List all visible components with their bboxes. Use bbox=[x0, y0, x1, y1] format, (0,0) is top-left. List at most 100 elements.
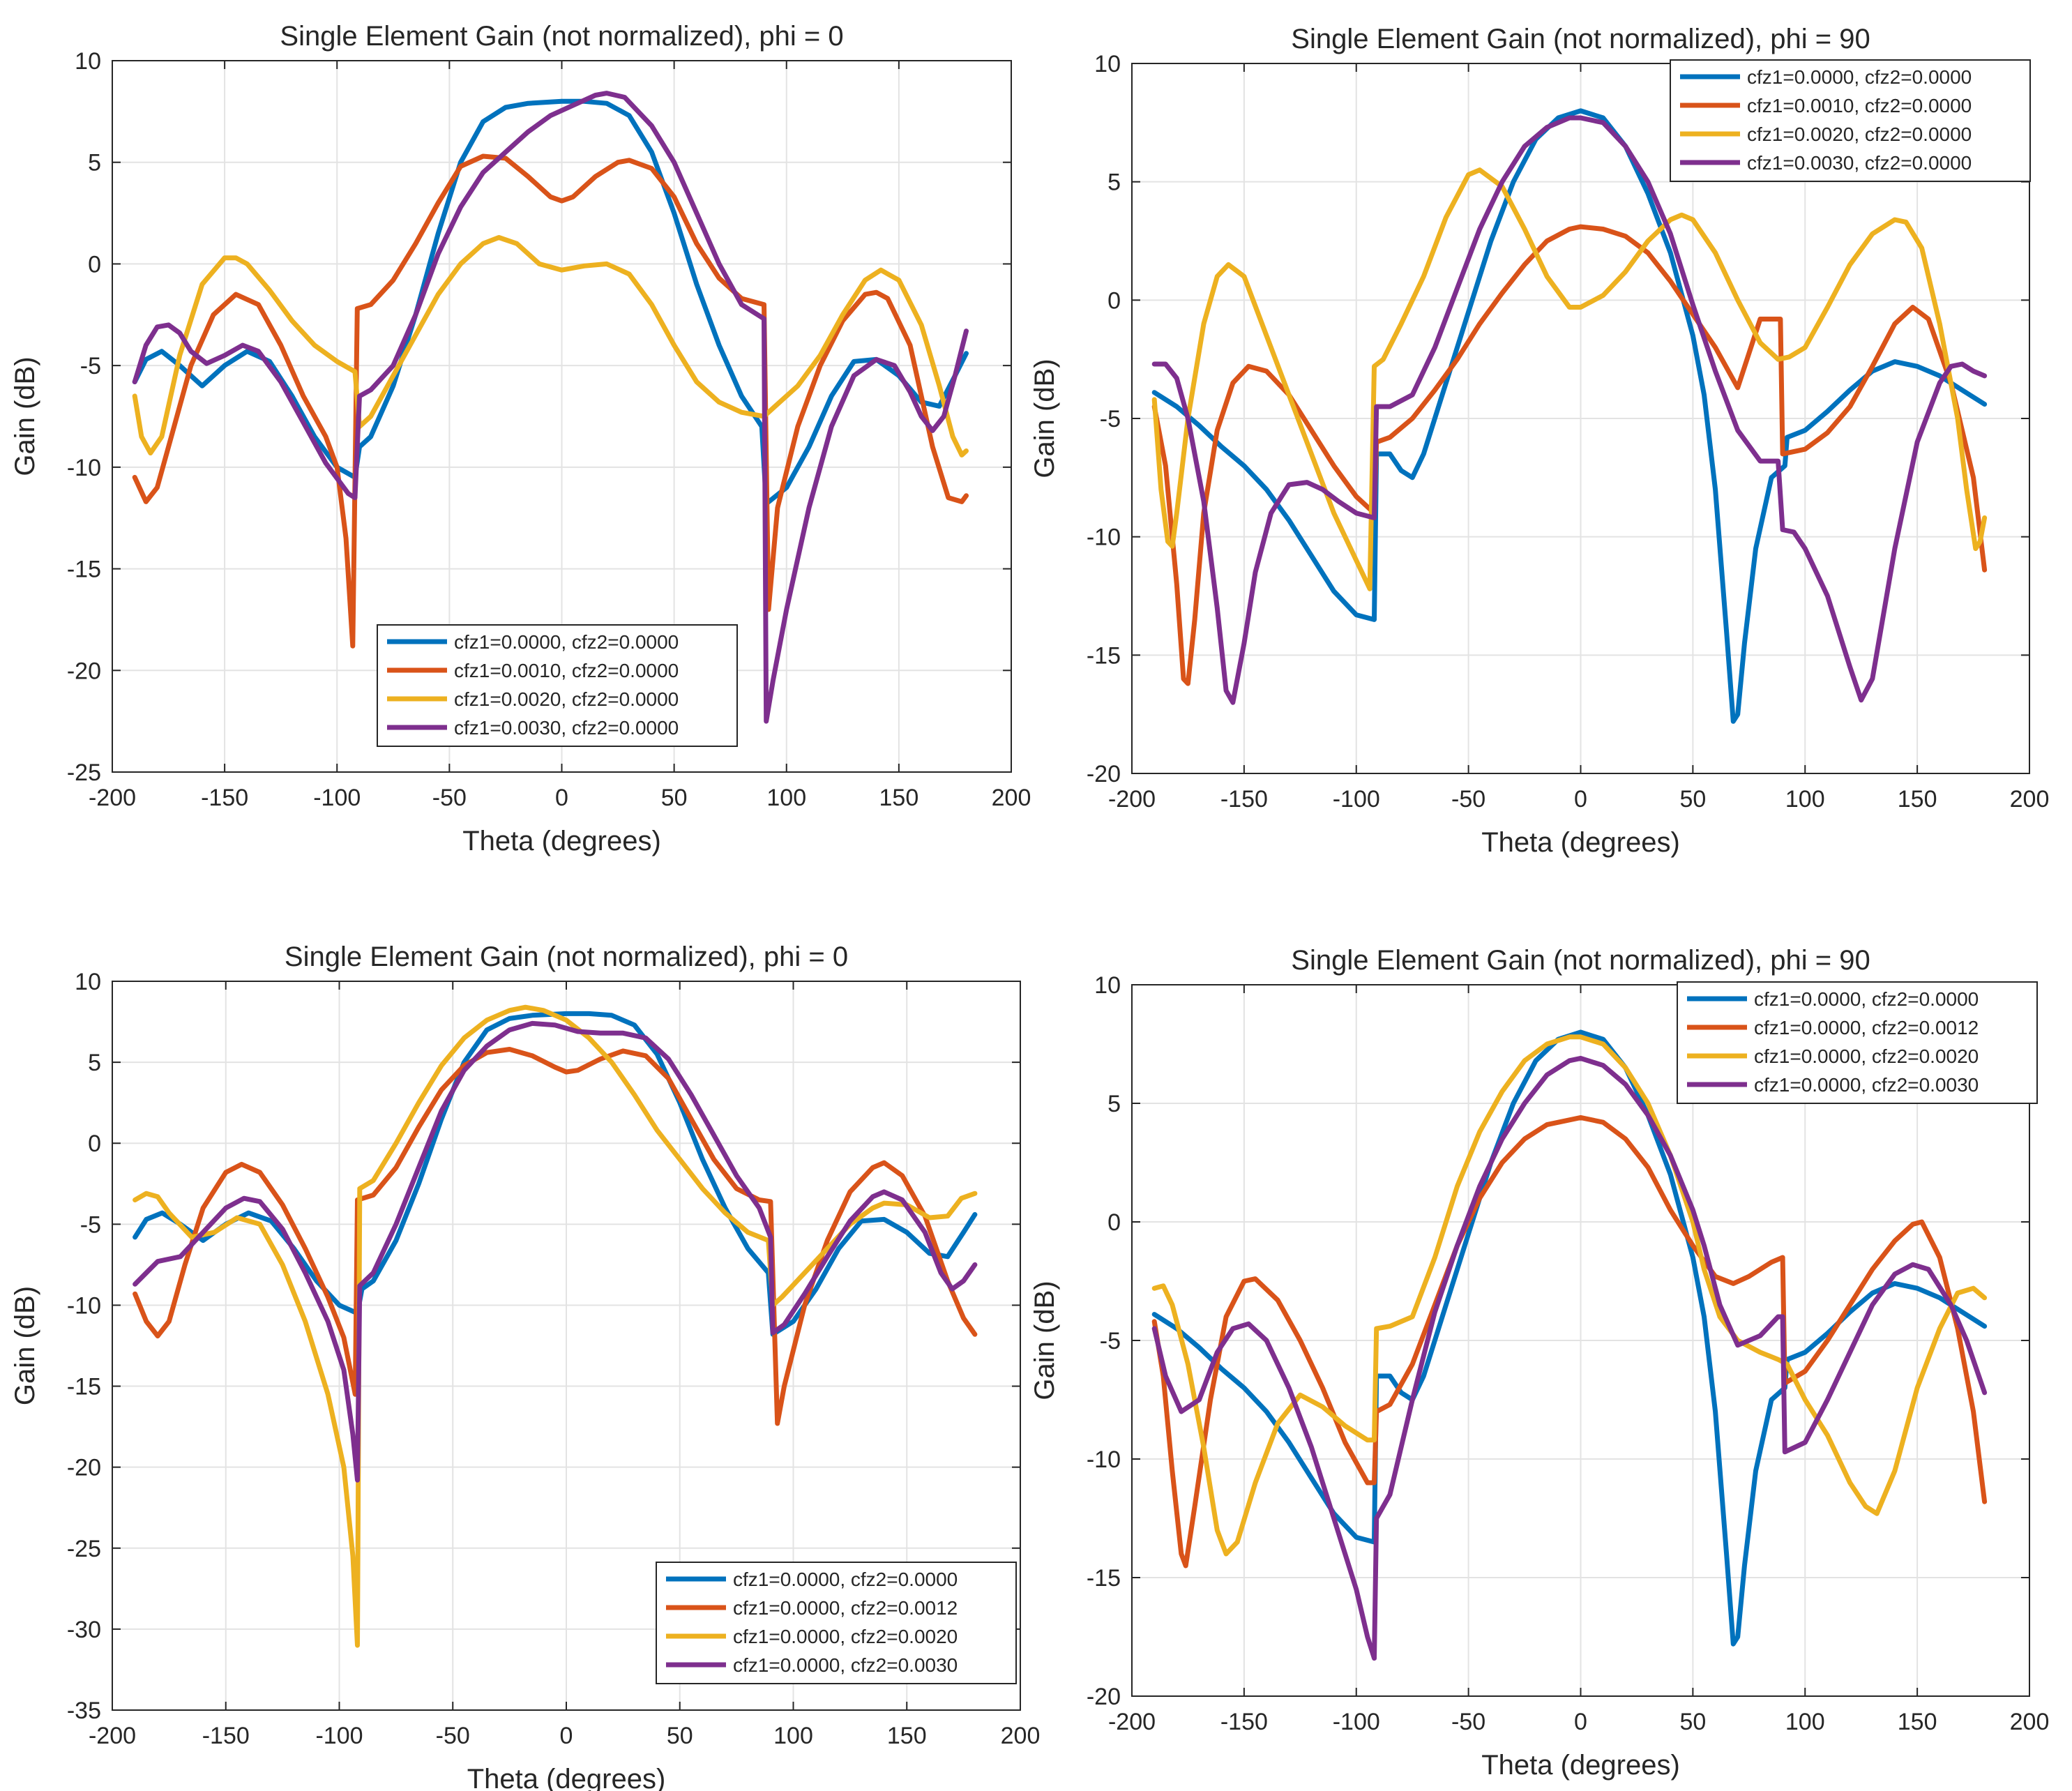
legend: cfz1=0.0000, cfz2=0.0000 cfz1=0.0010, cfz… bbox=[377, 624, 738, 747]
x-tick-label: -150 bbox=[201, 785, 248, 811]
series-line-2 bbox=[133, 1047, 978, 1426]
y-tick-label: -20 bbox=[67, 1455, 101, 1481]
x-tick-label: -200 bbox=[1108, 1709, 1156, 1735]
series-line-4 bbox=[132, 91, 969, 724]
x-tick-label: 100 bbox=[1785, 1709, 1825, 1735]
x-tick-label: -100 bbox=[1333, 1709, 1380, 1735]
series-line-2 bbox=[132, 153, 969, 649]
y-tick-label: -15 bbox=[1087, 1565, 1121, 1592]
x-tick-label: -150 bbox=[1220, 1709, 1268, 1735]
y-tick-label: 10 bbox=[75, 969, 101, 995]
y-tick-label: -15 bbox=[1087, 642, 1121, 669]
y-tick-label: 0 bbox=[1107, 1209, 1121, 1236]
series-group bbox=[133, 1004, 978, 1648]
legend-label: cfz1=0.0000, cfz2=0.0020 bbox=[733, 1626, 958, 1647]
legend-label: cfz1=0.0020, cfz2=0.0000 bbox=[1747, 123, 1972, 145]
x-tick-label: 150 bbox=[879, 785, 919, 811]
y-tick-label: -10 bbox=[1087, 524, 1121, 551]
x-tick-label: 100 bbox=[766, 785, 806, 811]
x-tick-label: 200 bbox=[2010, 786, 2050, 813]
x-tick-label: 0 bbox=[1574, 786, 1587, 813]
y-axis-label: Gain (dB) bbox=[10, 1286, 40, 1405]
y-tick-label: 5 bbox=[88, 150, 101, 176]
chart-1: -200 -150 -100 -50 0 50 100 150 200-25-20-15-10-… bbox=[10, 21, 1031, 856]
y-tick-label: 0 bbox=[1107, 287, 1121, 314]
legend-label: cfz1=0.0000, cfz2=0.0000 bbox=[454, 631, 679, 653]
y-tick-label: -15 bbox=[67, 557, 101, 583]
series-line-2 bbox=[1151, 224, 1988, 686]
x-tick-label: 100 bbox=[1785, 786, 1825, 813]
legend: cfz1=0.0000, cfz2=0.0000 cfz1=0.0000, cfz… bbox=[1677, 981, 2038, 1104]
legend-label: cfz1=0.0010, cfz2=0.0000 bbox=[454, 660, 679, 681]
x-tick-label: 200 bbox=[1001, 1723, 1041, 1749]
legend-label: cfz1=0.0000, cfz2=0.0000 bbox=[1754, 988, 1979, 1010]
chart-3: -200 -150 -100 -50 0 50 100 150 200-35-30-25-20-… bbox=[10, 942, 1040, 1791]
chart-title: Single Element Gain (not normalized), ph… bbox=[1291, 24, 1870, 54]
legend-label: cfz1=0.0030, cfz2=0.0000 bbox=[1747, 152, 1972, 174]
x-tick-label: -100 bbox=[315, 1723, 363, 1749]
legend-label: cfz1=0.0000, cfz2=0.0000 bbox=[733, 1569, 958, 1590]
x-tick-label: -200 bbox=[89, 785, 136, 811]
x-tick-label: -150 bbox=[202, 1723, 250, 1749]
y-tick-label: -25 bbox=[67, 760, 101, 786]
y-tick-label: -10 bbox=[67, 1292, 101, 1319]
y-axis-label: Gain (dB) bbox=[10, 356, 40, 476]
y-tick-label: -15 bbox=[67, 1374, 101, 1400]
legend-label: cfz1=0.0000, cfz2=0.0020 bbox=[1754, 1045, 1979, 1067]
y-tick-label: -5 bbox=[1100, 406, 1121, 432]
legend: cfz1=0.0000, cfz2=0.0000 cfz1=0.0010, cfz… bbox=[1670, 59, 2031, 182]
x-tick-label: 0 bbox=[555, 785, 568, 811]
y-tick-label: 10 bbox=[1094, 51, 1121, 77]
legend-label: cfz1=0.0010, cfz2=0.0000 bbox=[1747, 95, 1972, 116]
x-tick-label: -150 bbox=[1220, 786, 1268, 813]
x-tick-label: 0 bbox=[1574, 1709, 1587, 1735]
y-tick-label: 0 bbox=[88, 1131, 101, 1157]
legend-label: cfz1=0.0020, cfz2=0.0000 bbox=[454, 688, 679, 710]
y-axis-label: Gain (dB) bbox=[1029, 358, 1060, 478]
x-tick-label: -50 bbox=[1451, 786, 1485, 813]
x-tick-label: 100 bbox=[773, 1723, 813, 1749]
series-group bbox=[132, 91, 969, 724]
y-tick-label: -20 bbox=[1087, 761, 1121, 787]
legend-label: cfz1=0.0000, cfz2=0.0030 bbox=[1754, 1074, 1979, 1096]
x-tick-label: -50 bbox=[432, 785, 467, 811]
y-tick-label: 5 bbox=[1107, 1091, 1121, 1117]
legend-label: cfz1=0.0000, cfz2=0.0012 bbox=[1754, 1017, 1979, 1038]
x-tick-label: -100 bbox=[313, 785, 361, 811]
x-tick-label: 50 bbox=[1679, 786, 1706, 813]
chart-title: Single Element Gain (not normalized), ph… bbox=[280, 21, 843, 52]
x-tick-label: -50 bbox=[436, 1723, 470, 1749]
legend-label: cfz1=0.0000, cfz2=0.0012 bbox=[733, 1597, 958, 1619]
y-tick-label: 5 bbox=[1107, 169, 1121, 196]
legend-label: cfz1=0.0000, cfz2=0.0030 bbox=[733, 1654, 958, 1676]
y-tick-label: -10 bbox=[1087, 1446, 1121, 1473]
y-tick-label: 10 bbox=[1094, 972, 1121, 999]
y-tick-label: 0 bbox=[88, 251, 101, 278]
x-axis-label: Theta (degrees) bbox=[462, 826, 661, 856]
legend-label: cfz1=0.0030, cfz2=0.0000 bbox=[454, 717, 679, 739]
y-tick-label: -30 bbox=[67, 1617, 101, 1643]
chart-title: Single Element Gain (not normalized), ph… bbox=[1291, 945, 1870, 976]
x-tick-label: 200 bbox=[2010, 1709, 2050, 1735]
x-axis-label: Theta (degrees) bbox=[1481, 1750, 1680, 1781]
y-tick-label: 10 bbox=[75, 48, 101, 75]
x-tick-label: 50 bbox=[1679, 1709, 1706, 1735]
series-line-4 bbox=[133, 1020, 978, 1483]
x-tick-label: 50 bbox=[667, 1723, 693, 1749]
chart-title: Single Element Gain (not normalized), ph… bbox=[285, 942, 848, 972]
x-tick-label: 150 bbox=[1898, 1709, 1937, 1735]
x-tick-label: -50 bbox=[1451, 1709, 1485, 1735]
x-tick-label: 0 bbox=[560, 1723, 573, 1749]
x-tick-label: 200 bbox=[992, 785, 1031, 811]
x-tick-label: -200 bbox=[1108, 786, 1156, 813]
legend: cfz1=0.0000, cfz2=0.0000 cfz1=0.0000, cfz… bbox=[656, 1562, 1017, 1684]
x-tick-label: 50 bbox=[661, 785, 688, 811]
series-line-3 bbox=[1151, 1034, 1988, 1557]
series-group bbox=[1151, 108, 1988, 724]
y-tick-label: -5 bbox=[80, 353, 101, 379]
y-tick-label: -10 bbox=[67, 455, 101, 481]
series-line-4 bbox=[1151, 1055, 1988, 1661]
legend-label: cfz1=0.0000, cfz2=0.0000 bbox=[1747, 66, 1972, 88]
y-tick-label: -20 bbox=[67, 658, 101, 684]
